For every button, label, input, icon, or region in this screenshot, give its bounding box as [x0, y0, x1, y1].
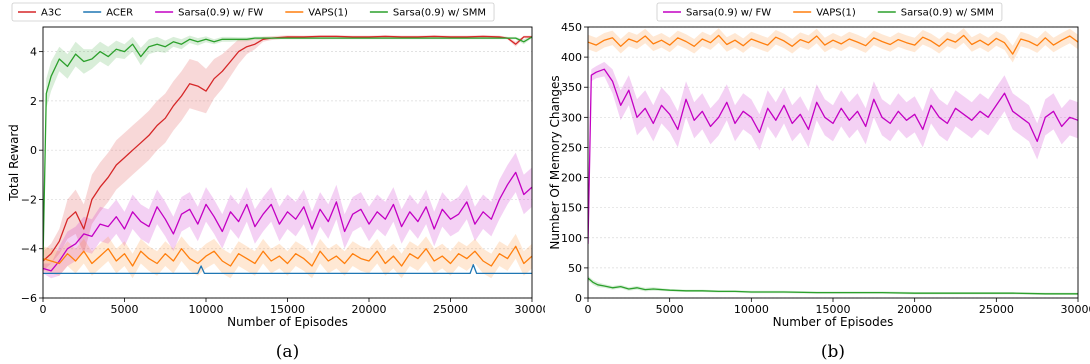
b-x-tick-label: 20000 [897, 303, 932, 316]
a-caption: (a) [276, 342, 299, 362]
b-legend-item-2: Sarsa(0.9) w/ SMM [877, 8, 994, 19]
a-legend: A3C ACER Sarsa(0.9) w/ FW VAPS(1) Sarsa(0.9)… [18, 8, 486, 19]
a-y-tick-label: −2 [21, 193, 37, 206]
a-legend-label-2: Sarsa(0.9) w/ FW [178, 8, 263, 19]
a-legend-item-0: A3C [18, 8, 61, 19]
a-y-tick-label: −6 [21, 292, 37, 305]
b-legend-item-1: VAPS(1) [793, 8, 856, 19]
b-plot-area [588, 28, 1078, 295]
b-band-1 [588, 28, 1078, 63]
b-y-tick-label: 400 [561, 51, 582, 64]
a-band-0 [43, 35, 532, 271]
a-x-tick-label: 20000 [352, 303, 387, 316]
b-plot-frame [587, 26, 1079, 299]
a-x-axis-label: Number of Episodes [227, 315, 348, 329]
a-y-tick-label: 0 [30, 144, 37, 157]
b-y-axis-label: Number Of Memory Changes [548, 75, 562, 249]
b-band-2 [588, 275, 1078, 295]
b-band-0 [588, 61, 1078, 247]
b-x-tick-label: 0 [585, 303, 592, 316]
b-series-line-0 [588, 68, 1078, 244]
a-series-line-2 [43, 171, 532, 272]
a-series-line-4 [43, 36, 532, 262]
a-legend-label-3: VAPS(1) [308, 8, 348, 19]
a-x-tick-label: 15000 [270, 303, 305, 316]
a-series-line-1 [43, 264, 532, 275]
b-y-tick-label: 150 [561, 202, 582, 215]
b-series-line-1 [588, 34, 1078, 55]
b-y-tick-label: 200 [561, 172, 582, 185]
b-legend-label-1: VAPS(1) [816, 8, 856, 19]
b-y-tick-label: 450 [561, 21, 582, 34]
a-band-2 [43, 152, 532, 279]
b-legend-item-0: Sarsa(0.9) w/ FW [663, 8, 771, 19]
b-x-tick-label: 15000 [816, 303, 851, 316]
a-y-axis-label: Total Reward [7, 124, 21, 202]
b-caption: (b) [821, 342, 845, 362]
a-y-tick-label: 4 [30, 46, 37, 59]
b-x-tick-label: 5000 [656, 303, 684, 316]
a-x-tick-label: 25000 [433, 303, 468, 316]
b-x-tick-label: 10000 [734, 303, 769, 316]
b-series-line-2 [588, 277, 1078, 295]
b-y-tick-label: 250 [561, 141, 582, 154]
a-x-tick-label: 10000 [189, 303, 224, 316]
a-legend-item-1: ACER [83, 8, 133, 19]
a-plot-area [43, 35, 532, 279]
b-y-tick-label: 300 [561, 111, 582, 124]
a-series-line-0 [43, 35, 532, 262]
a-legend-item-3: VAPS(1) [285, 8, 348, 19]
b-legend-label-2: Sarsa(0.9) w/ SMM [901, 8, 994, 19]
b-legend-frame [656, 2, 1003, 22]
a-legend-label-0: A3C [41, 8, 61, 19]
b-y-tick-label: 0 [575, 292, 582, 305]
a-x-tick-label: 0 [40, 303, 47, 316]
b-y-tick-label: 350 [561, 81, 582, 94]
b-legend: Sarsa(0.9) w/ FW VAPS(1) Sarsa(0.9) w/ SMM [663, 8, 994, 19]
a-band-3 [43, 233, 532, 279]
a-legend-item-4: Sarsa(0.9) w/ SMM [369, 8, 486, 19]
b-x-axis-label: Number of Episodes [773, 315, 894, 329]
a-legend-frame [11, 2, 495, 22]
a-y-tick-label: −4 [21, 243, 37, 256]
a-y-tick-label: 2 [30, 95, 37, 108]
a-series-line-3 [43, 245, 532, 267]
b-y-tick-label: 100 [561, 232, 582, 245]
a-legend-label-1: ACER [106, 8, 133, 19]
b-legend-label-0: Sarsa(0.9) w/ FW [686, 8, 771, 19]
a-x-tick-label: 5000 [111, 303, 139, 316]
b-x-tick-label: 25000 [979, 303, 1014, 316]
a-legend-item-2: Sarsa(0.9) w/ FW [155, 8, 263, 19]
b-y-tick-label: 50 [568, 262, 582, 275]
a-legend-label-4: Sarsa(0.9) w/ SMM [393, 8, 486, 19]
